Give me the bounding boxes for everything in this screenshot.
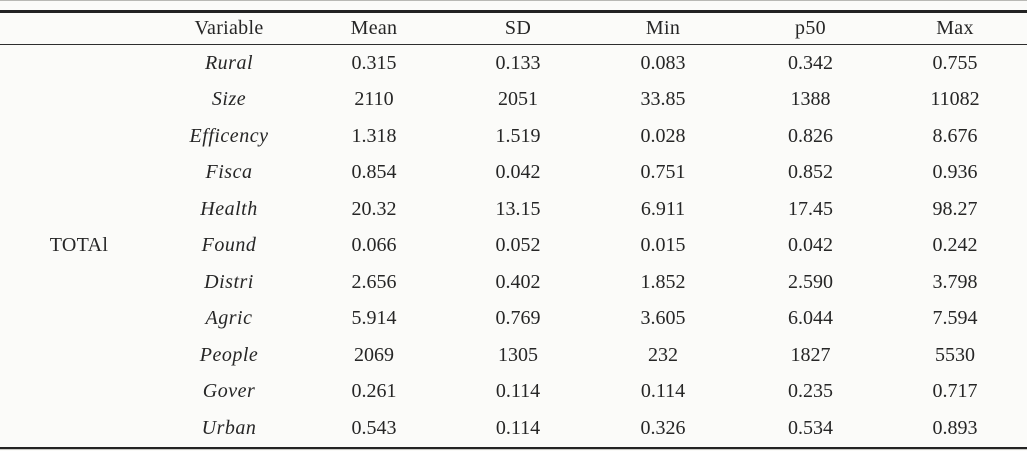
value-cell: 0.261 bbox=[351, 380, 397, 403]
value-cell: 0.315 bbox=[351, 51, 397, 74]
group-label: TOTAl bbox=[49, 234, 109, 257]
value-cell: 0.052 bbox=[495, 234, 541, 257]
variable-name: Fisca bbox=[205, 161, 253, 184]
value-cell: 1.519 bbox=[495, 124, 541, 147]
value-cell: 0.114 bbox=[640, 380, 686, 403]
column-header-variable: Variable bbox=[158, 11, 300, 45]
value-cell: 0.402 bbox=[495, 270, 541, 293]
table-row: Distri 2.656 0.402 1.852 2.590 3.798 bbox=[0, 264, 1027, 301]
value-cell: 0.042 bbox=[788, 234, 833, 257]
value-cell: 1388 bbox=[790, 88, 831, 111]
table-row: TOTAl Rural 0.315 0.133 0.083 0.342 0.755 bbox=[0, 45, 1027, 257]
value-cell: 13.15 bbox=[495, 197, 541, 220]
value-cell: 0.342 bbox=[788, 51, 833, 74]
value-cell: 0.114 bbox=[495, 380, 541, 403]
variable-name: Found bbox=[201, 234, 257, 257]
value-cell: 3.798 bbox=[932, 270, 978, 293]
value-cell: 5.914 bbox=[351, 307, 397, 330]
value-cell: 0.042 bbox=[495, 161, 541, 184]
table-row: Fisca 0.854 0.042 0.751 0.852 0.936 bbox=[0, 155, 1027, 192]
variable-name: Urban bbox=[201, 416, 257, 439]
group-column-header-empty bbox=[0, 11, 158, 45]
value-cell: 0.015 bbox=[640, 234, 686, 257]
variable-name: Distri bbox=[204, 270, 254, 293]
value-cell: 2.656 bbox=[351, 270, 397, 293]
value-cell: 5530 bbox=[935, 343, 975, 366]
table-row: Efficency 1.318 1.519 0.028 0.826 8.676 bbox=[0, 118, 1027, 155]
value-cell: 0.543 bbox=[351, 416, 397, 439]
value-cell: 6.911 bbox=[640, 197, 686, 220]
table-row: Found 0.066 0.052 0.015 0.042 0.242 bbox=[0, 228, 1027, 265]
table-row: Urban 0.543 0.114 0.326 0.534 0.893 bbox=[0, 410, 1027, 448]
variable-name: Gover bbox=[202, 380, 256, 403]
value-cell: 0.114 bbox=[495, 416, 541, 439]
variable-name: Rural bbox=[204, 51, 254, 74]
column-header-max: Max bbox=[883, 11, 1027, 45]
table-row: Size 2110 2051 33.85 1388 11082 bbox=[0, 82, 1027, 119]
value-cell: 0.083 bbox=[640, 51, 686, 74]
value-cell: 0.717 bbox=[932, 380, 978, 403]
variable-name: Health bbox=[200, 197, 258, 220]
value-cell: 0.235 bbox=[788, 380, 833, 403]
variable-name: Agric bbox=[205, 307, 253, 330]
value-cell: 1.318 bbox=[351, 124, 397, 147]
value-cell: 3.605 bbox=[640, 307, 686, 330]
value-cell: 0.066 bbox=[351, 234, 397, 257]
summary-statistics-table: Variable Mean SD Min p50 Max TOTAl Rural 0.315 0… bbox=[0, 10, 1027, 450]
value-cell: 0.755 bbox=[932, 51, 978, 74]
table-row: Health 20.32 13.15 6.911 17.45 98.27 bbox=[0, 191, 1027, 228]
table-row: Agric 5.914 0.769 3.605 6.044 7.594 bbox=[0, 301, 1027, 338]
value-cell: 2110 bbox=[354, 88, 394, 111]
table-row: Gover 0.261 0.114 0.114 0.235 0.717 bbox=[0, 374, 1027, 411]
value-cell: 0.769 bbox=[495, 307, 541, 330]
variable-name: Size bbox=[211, 88, 247, 111]
value-cell: 0.133 bbox=[495, 51, 541, 74]
column-header-sd: SD bbox=[448, 11, 588, 45]
value-cell: 0.893 bbox=[932, 416, 978, 439]
value-cell: 0.751 bbox=[640, 161, 686, 184]
value-cell: 0.534 bbox=[788, 416, 833, 439]
value-cell: 0.826 bbox=[788, 124, 833, 147]
table-body: TOTAl Rural 0.315 0.133 0.083 0.342 0.755 Size 2… bbox=[0, 45, 1027, 449]
value-cell: 11082 bbox=[930, 88, 980, 111]
value-cell: 8.676 bbox=[932, 124, 978, 147]
bottom-edge-divider bbox=[0, 449, 1027, 450]
value-cell: 1.852 bbox=[640, 270, 686, 293]
header-row: Variable Mean SD Min p50 Max bbox=[0, 11, 1027, 45]
value-cell: 17.45 bbox=[788, 197, 833, 220]
value-cell: 0.028 bbox=[640, 124, 686, 147]
top-edge-divider bbox=[0, 0, 1027, 1]
value-cell: 6.044 bbox=[788, 307, 833, 330]
value-cell: 1827 bbox=[790, 343, 831, 366]
value-cell: 0.242 bbox=[932, 234, 978, 257]
column-header-min: Min bbox=[588, 11, 738, 45]
variable-name: Efficency bbox=[189, 124, 269, 147]
value-cell: 232 bbox=[648, 343, 678, 366]
value-cell: 7.594 bbox=[932, 307, 978, 330]
value-cell: 98.27 bbox=[932, 197, 978, 220]
value-cell: 20.32 bbox=[351, 197, 397, 220]
column-header-p50: p50 bbox=[738, 11, 883, 45]
value-cell: 1305 bbox=[498, 343, 538, 366]
table-row: People 2069 1305 232 1827 5530 bbox=[0, 337, 1027, 374]
value-cell: 0.852 bbox=[788, 161, 833, 184]
column-header-mean: Mean bbox=[300, 11, 448, 45]
value-cell: 0.326 bbox=[640, 416, 686, 439]
value-cell: 2069 bbox=[354, 343, 394, 366]
value-cell: 2.590 bbox=[788, 270, 833, 293]
variable-name: People bbox=[199, 343, 259, 366]
value-cell: 0.854 bbox=[351, 161, 397, 184]
value-cell: 2051 bbox=[498, 88, 538, 111]
value-cell: 0.936 bbox=[932, 161, 978, 184]
value-cell: 33.85 bbox=[640, 88, 686, 111]
